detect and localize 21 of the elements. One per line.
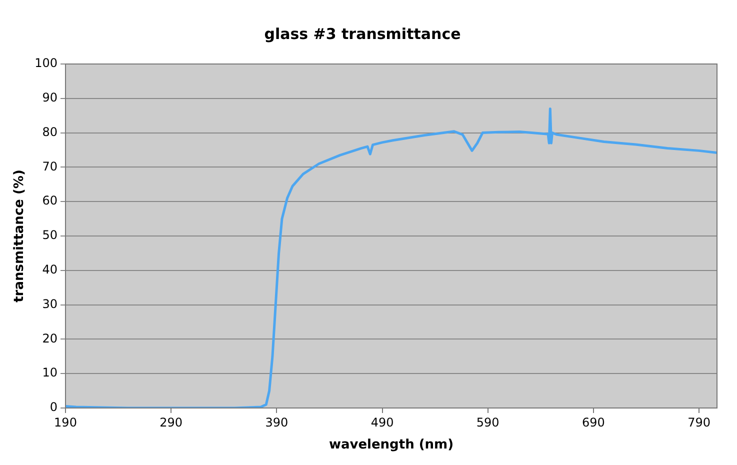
y-tick-label: 60	[42, 194, 58, 208]
y-tick-label: 10	[42, 366, 58, 380]
x-tick-label: 590	[476, 415, 500, 430]
y-tick-label: 20	[42, 331, 58, 346]
y-tick-label: 50	[42, 228, 58, 242]
y-tick-label: 90	[42, 90, 58, 105]
y-tick-label: 40	[42, 262, 58, 277]
y-tick-label: 100	[34, 56, 58, 70]
y-tick-label: 0	[50, 400, 58, 414]
x-tick-label: 290	[160, 415, 183, 430]
y-tick-label: 30	[42, 296, 58, 311]
x-tick-label: 690	[582, 415, 605, 430]
x-tick-label: 490	[370, 415, 394, 430]
y-tick-label: 80	[42, 124, 58, 139]
y-tick-label: 70	[42, 159, 58, 174]
x-tick-label: 190	[54, 415, 77, 430]
x-tick-label: 390	[265, 415, 288, 430]
x-axis-title: wavelength (nm)	[328, 438, 454, 453]
y-axis-title: transmittance (%)	[12, 170, 28, 302]
x-tick-label: 790	[688, 415, 711, 430]
chart-title: glass #3 transmittance	[264, 24, 461, 43]
